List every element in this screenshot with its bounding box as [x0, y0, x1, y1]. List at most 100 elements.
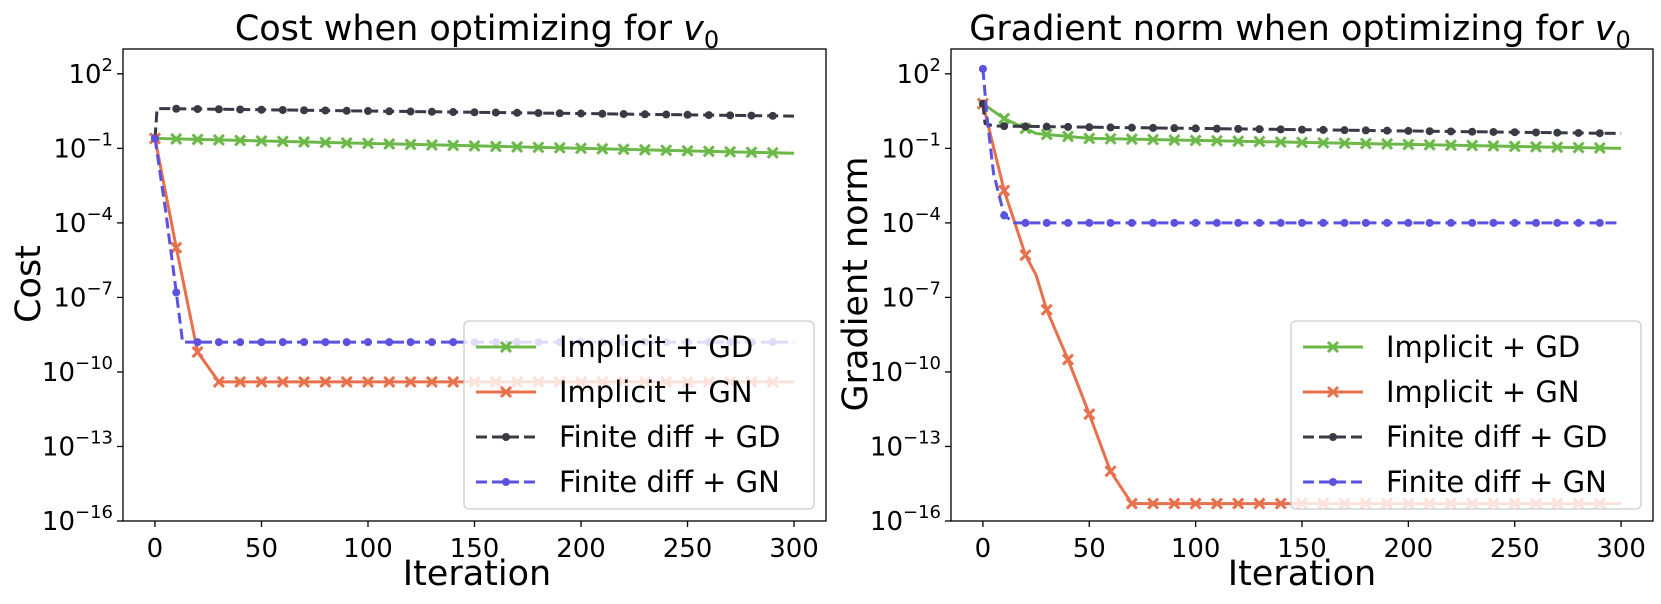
- cost-marker-finite-diff-gd: [513, 108, 522, 117]
- cost-marker-implicit-gn: [191, 346, 204, 359]
- cost-y-tick-label: 10−13: [42, 427, 113, 462]
- cost-marker-finite-diff-gd: [683, 110, 692, 119]
- cost-marker-implicit-gn: [298, 375, 311, 388]
- cost-marker-implicit-gd: [596, 142, 609, 155]
- gradient-norm-marker-implicit-gd: [1274, 135, 1287, 149]
- gradient-norm-marker-finite-diff-gn: [1000, 211, 1009, 220]
- gradient-norm-marker-implicit-gn: [998, 184, 1011, 197]
- gradient-norm-y-tick-label: 10−4: [881, 204, 941, 239]
- cost-marker-implicit-gd: [170, 132, 183, 145]
- gradient-norm-marker-finite-diff-gd: [1042, 122, 1051, 131]
- gradient-norm-x-tick-label: 250: [1490, 534, 1540, 564]
- cost-marker-implicit-gd: [234, 134, 247, 147]
- gradient-norm-marker-implicit-gd: [1487, 139, 1500, 153]
- gradient-norm-marker-finite-diff-gd: [1170, 124, 1179, 133]
- cost-marker-finite-diff-gd: [257, 105, 266, 114]
- cost-chart-title: Cost when optimizing for v0: [235, 9, 719, 54]
- cost-x-tick-label: 50: [245, 534, 278, 564]
- gradient-norm-marker-finite-diff-gd: [1127, 123, 1136, 132]
- gradient-norm-marker-implicit-gn: [1061, 353, 1075, 366]
- cost-marker-finite-diff-gd: [747, 111, 756, 120]
- cost-marker-finite-diff-gd: [427, 107, 436, 116]
- cost-marker-implicit-gn: [212, 375, 225, 388]
- cost-marker-finite-diff-gn: [427, 338, 436, 347]
- cost-marker-finite-diff-gd: [470, 108, 479, 117]
- cost-x-axis-label: Iteration: [403, 554, 551, 594]
- gradient-norm-marker-finite-diff-gd: [1340, 126, 1349, 135]
- cost-x-tick-label: 150: [450, 534, 500, 564]
- cost-x-tick-label: 200: [556, 534, 606, 564]
- cost-plot-area: 0 50 100 150 200 250 300 102 10−1 10−4 10−7 10−10 10…: [42, 48, 827, 564]
- cost-marker-finite-diff-gd: [577, 109, 586, 118]
- gradient-norm-marker-implicit-gd: [1104, 132, 1117, 145]
- gradient-norm-marker-implicit-gd: [1593, 141, 1606, 155]
- legend-label: Implicit + GD: [559, 330, 753, 364]
- cost-marker-finite-diff-gd: [406, 107, 415, 116]
- gradient-norm-marker-finite-diff-gd: [1383, 126, 1392, 135]
- gradient-norm-marker-finite-diff-gd: [1595, 129, 1604, 138]
- gradient-norm-marker-implicit-gn: [1232, 497, 1245, 510]
- cost-marker-finite-diff-gd: [193, 105, 202, 113]
- gradient-norm-marker-finite-diff-gd: [1255, 125, 1264, 134]
- cost-marker-finite-diff-gd: [449, 108, 458, 117]
- cost-x-tick-label: 0: [147, 534, 164, 564]
- cost-marker-finite-diff-gn: [257, 338, 266, 347]
- cost-marker-finite-diff-gd: [172, 104, 181, 113]
- gradient-norm-marker-implicit-gn: [1019, 249, 1032, 262]
- gradient-norm-y-axis-label: Gradient norm: [836, 157, 876, 412]
- gradient-norm-marker-implicit-gn: [1210, 497, 1223, 510]
- cost-marker-finite-diff-gd: [726, 111, 735, 120]
- gradient-norm-marker-implicit-gd: [1551, 141, 1564, 154]
- legend-item: Implicit + GN: [476, 375, 753, 409]
- gradient-norm-marker-finite-diff-gn: [1255, 218, 1264, 227]
- cost-marker-finite-diff-gd: [363, 107, 372, 116]
- cost-marker-finite-diff-gn: [300, 338, 309, 347]
- cost-marker-finite-diff-gn: [278, 338, 287, 347]
- gradient-norm-marker-implicit-gn: [1040, 303, 1053, 316]
- gradient-norm-marker-implicit-gd: [1168, 133, 1181, 147]
- cost-marker-implicit-gd: [511, 140, 524, 153]
- gradient-norm-series-line-finite-diff-gn: [981, 68, 1622, 225]
- gradient-norm-marker-finite-diff-gn: [1042, 218, 1051, 227]
- cost-marker-finite-diff-gn: [150, 134, 159, 143]
- gradient-norm-marker-finite-diff-gd: [1276, 125, 1285, 134]
- gradient-norm-marker-finite-diff-gd: [1532, 128, 1540, 137]
- cost-marker-finite-diff-gn: [385, 338, 394, 347]
- gradient-norm-marker-implicit-gd: [1061, 130, 1075, 143]
- gradient-norm-x-tick-label: 50: [1073, 534, 1106, 564]
- cost-marker-implicit-gd: [745, 146, 758, 159]
- cost-marker-implicit-gd: [489, 140, 502, 153]
- gradient-norm-marker-finite-diff-gn: [1106, 218, 1115, 227]
- gradient-norm-marker-finite-diff-gn: [1170, 218, 1179, 227]
- gradient-norm-marker-finite-diff-gd: [1085, 123, 1094, 132]
- cost-marker-finite-diff-gd: [662, 110, 671, 119]
- cost-marker-implicit-gd: [191, 133, 204, 146]
- cost-marker-finite-diff-gd: [342, 106, 351, 115]
- gradient-norm-panel: Gradient norm when optimizing for v0 0 50…: [836, 9, 1654, 594]
- cost-marker-implicit-gd: [425, 138, 438, 151]
- cost-marker-finite-diff-gd: [768, 111, 777, 120]
- gradient-norm-x-tick-label: 300: [1596, 534, 1646, 564]
- gradient-norm-marker-implicit-gn: [1168, 497, 1181, 510]
- legend-label: Finite diff + GD: [1386, 420, 1607, 454]
- gradient-norm-marker-implicit-gd: [1295, 136, 1309, 149]
- gradient-norm-marker-finite-diff-gd: [1425, 127, 1434, 136]
- gradient-norm-marker-finite-diff-gd: [1446, 127, 1455, 136]
- cost-marker-implicit-gn: [255, 375, 268, 388]
- cost-marker-implicit-gd: [468, 139, 481, 152]
- gradient-norm-marker-finite-diff-gn: [1127, 218, 1136, 227]
- gradient-norm-marker-implicit-gd: [1083, 132, 1096, 145]
- cost-y-tick-label: 10−1: [53, 129, 113, 164]
- gradient-norm-x-axis-label: Iteration: [1228, 554, 1376, 594]
- gradient-norm-marker-finite-diff-gd: [1574, 128, 1583, 137]
- legend-item: Implicit + GN: [1303, 375, 1580, 409]
- gradient-norm-marker-implicit-gd: [1529, 140, 1543, 153]
- gradient-norm-y-tick-label: 10−13: [870, 427, 941, 462]
- cost-marker-finite-diff-gn: [363, 338, 372, 347]
- cost-y-tick-label: 102: [68, 55, 113, 90]
- gradient-norm-marker-implicit-gd: [1381, 137, 1394, 151]
- cost-marker-finite-diff-gd: [640, 110, 649, 119]
- cost-marker-implicit-gd: [702, 145, 715, 158]
- cost-marker-implicit-gd: [574, 142, 588, 155]
- cost-marker-implicit-gn: [404, 375, 417, 388]
